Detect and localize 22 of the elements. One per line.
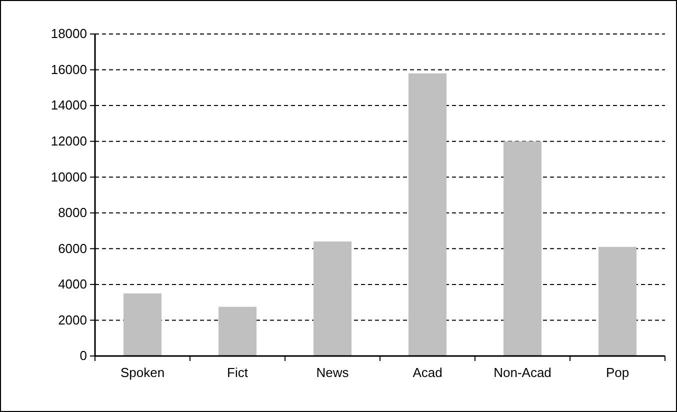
y-tick-label: 18000	[50, 26, 87, 42]
y-tick-label: 10000	[50, 169, 87, 184]
x-tick-label: News	[316, 365, 350, 380]
x-tick-label: Fict	[227, 365, 248, 380]
y-tick-label: 16000	[50, 62, 87, 77]
x-tick-label: Pop	[606, 365, 630, 380]
bar	[124, 293, 162, 356]
y-tick-label: 14000	[50, 98, 87, 113]
x-tick-label: Acad	[412, 365, 442, 380]
y-tick-label: 6000	[58, 240, 87, 256]
x-tick-label: Spoken	[120, 365, 165, 380]
bar	[598, 246, 636, 356]
y-tick-label: 8000	[58, 205, 87, 220]
y-tick-label: 12000	[50, 133, 87, 148]
y-tick-label: 4000	[58, 276, 87, 292]
y-tick-label: 0	[80, 348, 87, 364]
bar	[218, 306, 256, 356]
bar	[408, 73, 446, 356]
bar	[504, 141, 542, 356]
y-tick-label: 2000	[58, 312, 87, 328]
x-tick-label: Non-Acad	[494, 365, 552, 380]
bar	[314, 242, 352, 356]
